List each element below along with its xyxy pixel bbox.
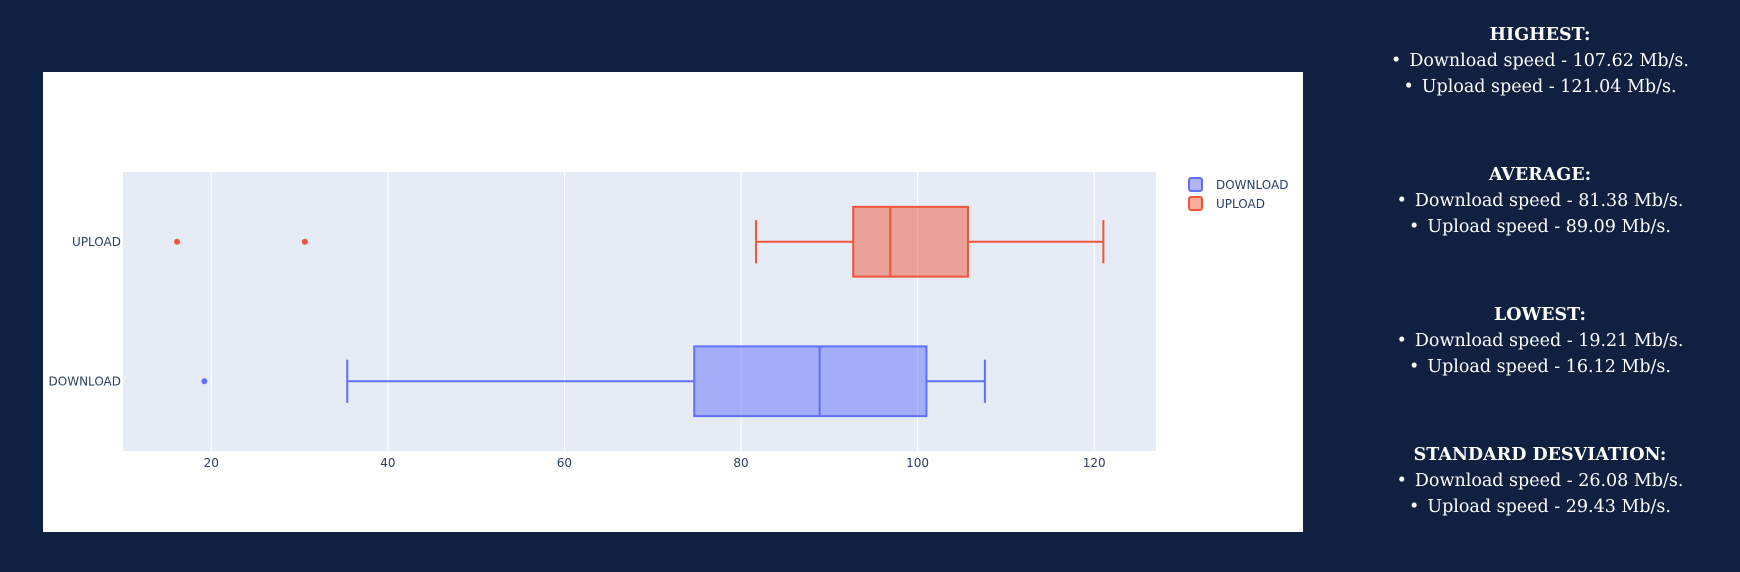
x-tick-label: 40 xyxy=(380,456,395,470)
x-tick-label: 80 xyxy=(733,456,748,470)
x-tick-label: 100 xyxy=(906,456,929,470)
x-tick-label: 20 xyxy=(204,456,219,470)
box-plot-chart: 20 40 60 80 100 120 UPLOAD DOWNLOAD DOWNLOAD UPLO… xyxy=(49,172,1288,470)
stat-upload: Upload speed - 121.04 Mb/s. xyxy=(1340,74,1740,100)
stat-block-highest: HIGHEST: Download speed - 107.62 Mb/s. U… xyxy=(1340,22,1740,100)
stats-panel: HIGHEST: Download speed - 107.62 Mb/s. U… xyxy=(1340,20,1740,540)
chart-card: 20 40 60 80 100 120 UPLOAD DOWNLOAD DOWNLOAD UPLO… xyxy=(43,72,1303,532)
stat-download: Download speed - 19.21 Mb/s. xyxy=(1340,328,1740,354)
stat-upload: Upload speed - 29.43 Mb/s. xyxy=(1340,494,1740,520)
stat-download: Download speed - 107.62 Mb/s. xyxy=(1340,48,1740,74)
stat-upload: Upload speed - 16.12 Mb/s. xyxy=(1340,354,1740,380)
stat-block-average: AVERAGE: Download speed - 81.38 Mb/s. Up… xyxy=(1340,162,1740,240)
outlier-point xyxy=(201,378,208,385)
stat-block-standard-deviation: STANDARD DESVIATION: Download speed - 26… xyxy=(1340,442,1740,520)
legend-swatch xyxy=(1188,196,1203,211)
box-download xyxy=(693,345,928,418)
stat-download: Download speed - 81.38 Mb/s. xyxy=(1340,188,1740,214)
plot-area xyxy=(123,172,1156,451)
legend-label: DOWNLOAD xyxy=(1216,178,1288,192)
box-upload xyxy=(852,205,969,278)
outlier-point xyxy=(301,238,308,245)
y-tick-label: DOWNLOAD xyxy=(49,374,121,388)
x-tick-label: 120 xyxy=(1083,456,1106,470)
x-tick-label: 60 xyxy=(557,456,572,470)
outlier-point xyxy=(174,238,181,245)
y-tick-label: UPLOAD xyxy=(72,235,121,249)
legend-label: UPLOAD xyxy=(1216,197,1265,211)
stat-heading: STANDARD DESVIATION: xyxy=(1413,445,1667,465)
stat-heading: LOWEST: xyxy=(1493,305,1587,325)
stat-heading: HIGHEST: xyxy=(1489,25,1591,45)
stat-block-lowest: LOWEST: Download speed - 19.21 Mb/s. Upl… xyxy=(1340,302,1740,380)
stat-download: Download speed - 26.08 Mb/s. xyxy=(1340,468,1740,494)
stat-heading: AVERAGE: xyxy=(1488,165,1592,185)
legend-swatch xyxy=(1188,177,1203,192)
stat-upload: Upload speed - 89.09 Mb/s. xyxy=(1340,214,1740,240)
